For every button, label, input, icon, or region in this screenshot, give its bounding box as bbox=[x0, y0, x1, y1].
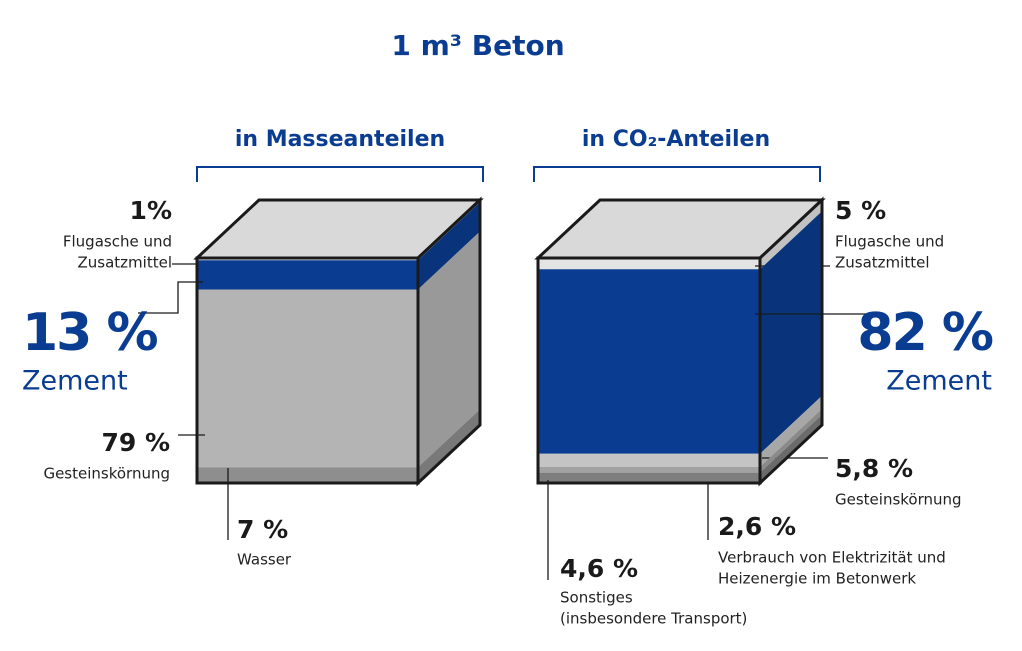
layer-percent: 1% bbox=[130, 196, 172, 225]
cube-side-outline bbox=[758, 196, 824, 487]
layer-name: Zusatzmittel bbox=[78, 254, 172, 272]
layer-name: (insbesondere Transport) bbox=[560, 610, 747, 628]
title: 1 m³ Beton bbox=[391, 29, 564, 62]
layer-name: Zement bbox=[22, 366, 128, 397]
brackets bbox=[196, 166, 821, 182]
layer-side bbox=[760, 211, 822, 454]
layer-side bbox=[418, 202, 480, 290]
panel-heading: in CO₂-Anteilen bbox=[582, 127, 770, 152]
bracket bbox=[533, 166, 821, 182]
layer-front bbox=[197, 289, 418, 468]
layer-front bbox=[197, 467, 418, 483]
layer-name: Wasser bbox=[237, 551, 292, 569]
layer-name: Gesteinskörnung bbox=[43, 465, 170, 483]
layer-side bbox=[760, 200, 822, 270]
layer-name: Verbrauch von Elektrizität und bbox=[718, 549, 946, 567]
leader-line bbox=[138, 281, 203, 314]
panel-heading: in Masseanteilen bbox=[235, 127, 445, 152]
layer-side bbox=[418, 231, 480, 468]
layer-name: Zement bbox=[886, 366, 992, 397]
layer-percent: 82 % bbox=[857, 303, 992, 363]
layer-front bbox=[538, 466, 760, 473]
layer-front bbox=[538, 472, 760, 483]
layer-side bbox=[418, 409, 480, 483]
layer-front bbox=[538, 269, 760, 454]
layer-name: Flugasche und bbox=[63, 233, 172, 251]
layer-percent: 7 % bbox=[237, 515, 288, 544]
layer-percent: 5 % bbox=[835, 196, 886, 225]
layer-percent: 2,6 % bbox=[718, 512, 796, 541]
layer-name: Sonstiges bbox=[560, 589, 633, 607]
layer-name: Gesteinskörnung bbox=[835, 491, 962, 509]
layer-name: Flugasche und bbox=[835, 233, 944, 251]
layer-front bbox=[197, 260, 418, 290]
layer-percent: 4,6 % bbox=[560, 554, 638, 583]
cube-side-outline bbox=[416, 196, 482, 487]
layer-percent: 79 % bbox=[101, 428, 170, 457]
layer-name: Zusatzmittel bbox=[835, 254, 929, 272]
layer-front bbox=[538, 258, 760, 270]
layer-name: Heizenergie im Betonwerk bbox=[718, 570, 916, 588]
layer-side bbox=[760, 395, 822, 467]
bracket bbox=[196, 166, 484, 182]
layer-side bbox=[760, 414, 822, 483]
layer-percent: 13 % bbox=[22, 303, 157, 363]
layer-front bbox=[538, 453, 760, 467]
layer-side bbox=[760, 408, 822, 473]
layer-percent: 5,8 % bbox=[835, 454, 913, 483]
